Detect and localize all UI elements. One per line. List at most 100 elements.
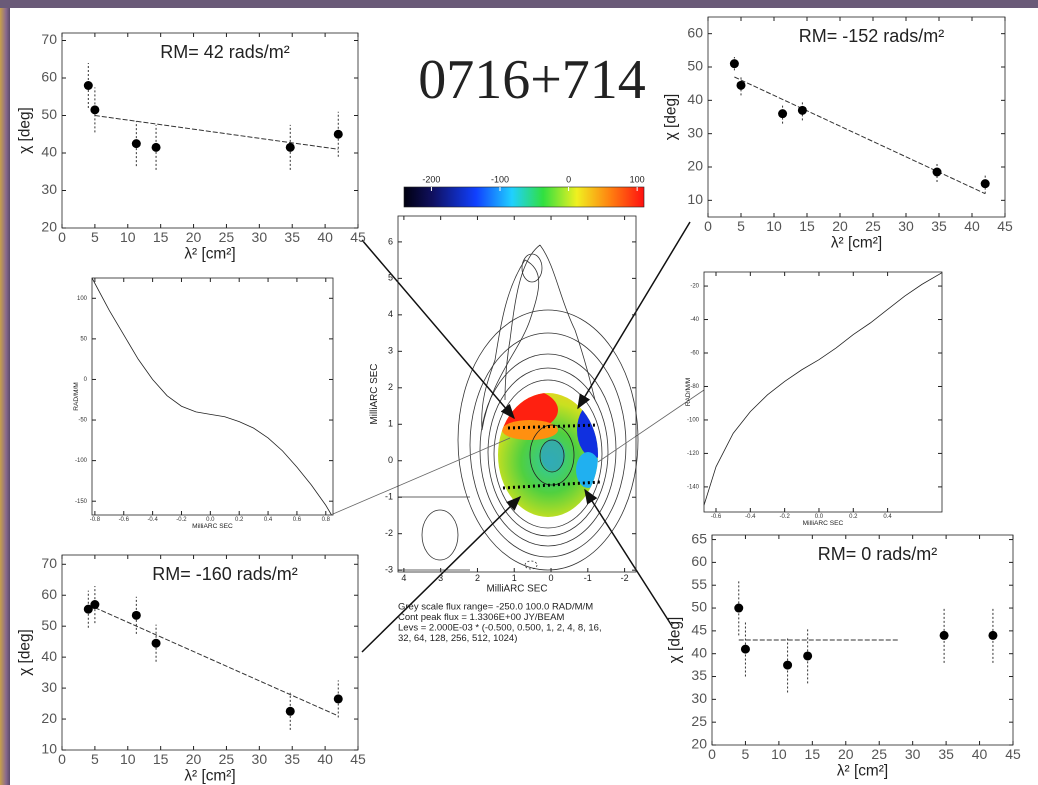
y-axis-label: χ [deg] <box>17 107 34 154</box>
x-tick-label: 0 <box>58 229 66 245</box>
y-tick-label: 45 <box>691 622 707 638</box>
y-tick-label: 40 <box>691 644 707 660</box>
caption-line: Cont peak flux = 1.3306E+00 JY/BEAM <box>398 612 564 623</box>
plot-title: RM= -152 rads/m² <box>799 26 945 46</box>
x-tick-label: 35 <box>938 746 954 762</box>
top-strip <box>0 0 1038 8</box>
x-tick-label: 20 <box>838 746 854 762</box>
data-point <box>981 179 990 188</box>
y-tick-label: -120 <box>687 451 700 457</box>
x-tick-label: 45 <box>350 751 366 767</box>
plot-title: RM= 0 rads/m² <box>818 544 938 564</box>
data-point <box>132 611 141 620</box>
data-point <box>132 139 141 148</box>
y-tick-label: 30 <box>687 124 703 140</box>
y-axis-label: χ [deg] <box>663 94 680 141</box>
y-tick-label: 70 <box>41 31 57 47</box>
x-tick-label: -1 <box>584 573 592 583</box>
y-tick-label: 30 <box>691 690 707 706</box>
y-tick-label: 20 <box>41 710 57 726</box>
x-tick-label: 1 <box>512 573 517 583</box>
slide: 0716+714 051015202530354045203040 <box>0 0 1038 785</box>
y-tick-label: 0 <box>388 455 393 465</box>
x-tick-label: 25 <box>865 218 881 234</box>
x-tick-label: -0.4 <box>745 514 756 520</box>
x-tick-label: 45 <box>1005 746 1021 762</box>
y-tick-label: 30 <box>41 679 57 695</box>
y-tick-label: -1 <box>385 492 393 502</box>
data-point <box>778 109 787 118</box>
x-axis-label: λ² [cm²] <box>831 235 882 252</box>
x-tick-label: 20 <box>186 229 202 245</box>
x-tick-label: 10 <box>120 229 136 245</box>
x-tick-label: 40 <box>317 751 333 767</box>
colorbar-tick-label: -100 <box>491 174 509 184</box>
data-point <box>90 600 99 609</box>
data-point <box>152 639 161 648</box>
y-axis-label: RAD/M/M <box>685 378 692 407</box>
data-point <box>90 105 99 114</box>
y-tick-label: 3 <box>388 346 393 356</box>
y-tick-label: 35 <box>691 667 707 683</box>
y-tick-label: -20 <box>690 284 699 290</box>
y-tick-label: -50 <box>78 418 87 424</box>
data-point <box>988 631 997 640</box>
y-axis-label: χ [deg] <box>667 617 684 664</box>
y-tick-label: 20 <box>41 219 57 235</box>
x-tick-label: 5 <box>91 229 99 245</box>
colorbar-tick-label: 100 <box>630 174 645 184</box>
y-tick-label: -60 <box>690 351 699 357</box>
x-tick-label: -0.2 <box>176 517 187 523</box>
plot-title: RM= -160 rads/m² <box>152 564 298 584</box>
y-tick-label: 50 <box>691 599 707 615</box>
slide-title: 0716+714 <box>418 49 646 111</box>
x-tick-label: 15 <box>153 751 169 767</box>
x-tick-label: 25 <box>219 751 235 767</box>
data-point <box>84 81 93 90</box>
x-tick-label: 4 <box>401 573 406 583</box>
y-tick-label: -100 <box>687 418 700 424</box>
x-tick-label: 10 <box>771 746 787 762</box>
x-tick-label: 0.2 <box>235 517 244 523</box>
x-tick-label: 5 <box>742 746 750 762</box>
x-tick-label: -0.8 <box>90 517 101 523</box>
x-tick-label: -0.6 <box>119 517 130 523</box>
x-tick-label: -0.6 <box>711 514 722 520</box>
colorbar-tick-label: 0 <box>566 174 571 184</box>
y-tick-label: -2 <box>385 528 393 538</box>
y-tick-label: -40 <box>690 317 699 323</box>
x-tick-label: 0.4 <box>883 514 892 520</box>
y-tick-label: 50 <box>41 617 57 633</box>
x-tick-label: 0.8 <box>322 517 331 523</box>
x-tick-label: 0.4 <box>264 517 273 523</box>
x-tick-label: 35 <box>931 218 947 234</box>
caption-line: Levs = 2.000E-03 * (-0.500, 0.500, 1, 2,… <box>398 623 602 634</box>
data-point <box>803 651 812 660</box>
x-tick-label: 30 <box>252 229 268 245</box>
x-tick-label: 15 <box>805 746 821 762</box>
x-tick-label: 10 <box>120 751 136 767</box>
y-tick-label: 50 <box>80 336 87 342</box>
x-tick-label: 35 <box>284 751 300 767</box>
y-tick-label: 55 <box>691 576 707 592</box>
y-tick-label: 60 <box>691 553 707 569</box>
x-tick-label: 45 <box>350 229 366 245</box>
x-axis-label: λ² [cm²] <box>837 763 888 780</box>
x-tick-label: 5 <box>737 218 745 234</box>
x-axis-label: MilliARC SEC <box>803 520 844 527</box>
y-tick-label: 10 <box>41 741 57 757</box>
x-tick-label: 0 <box>704 218 712 234</box>
y-tick-label: -100 <box>75 458 88 464</box>
data-point <box>734 604 743 613</box>
x-tick-label: 15 <box>153 229 169 245</box>
y-tick-label: 25 <box>691 713 707 729</box>
x-tick-label: 0.6 <box>293 517 302 523</box>
x-tick-label: 30 <box>898 218 914 234</box>
x-tick-label: 0 <box>58 751 66 767</box>
x-tick-label: 40 <box>972 746 988 762</box>
data-point <box>286 707 295 716</box>
x-tick-label: 2 <box>475 573 480 583</box>
caption-line: 32, 64, 128, 256, 512, 1024) <box>398 633 517 644</box>
data-point <box>741 645 750 654</box>
x-tick-label: 0 <box>549 573 554 583</box>
